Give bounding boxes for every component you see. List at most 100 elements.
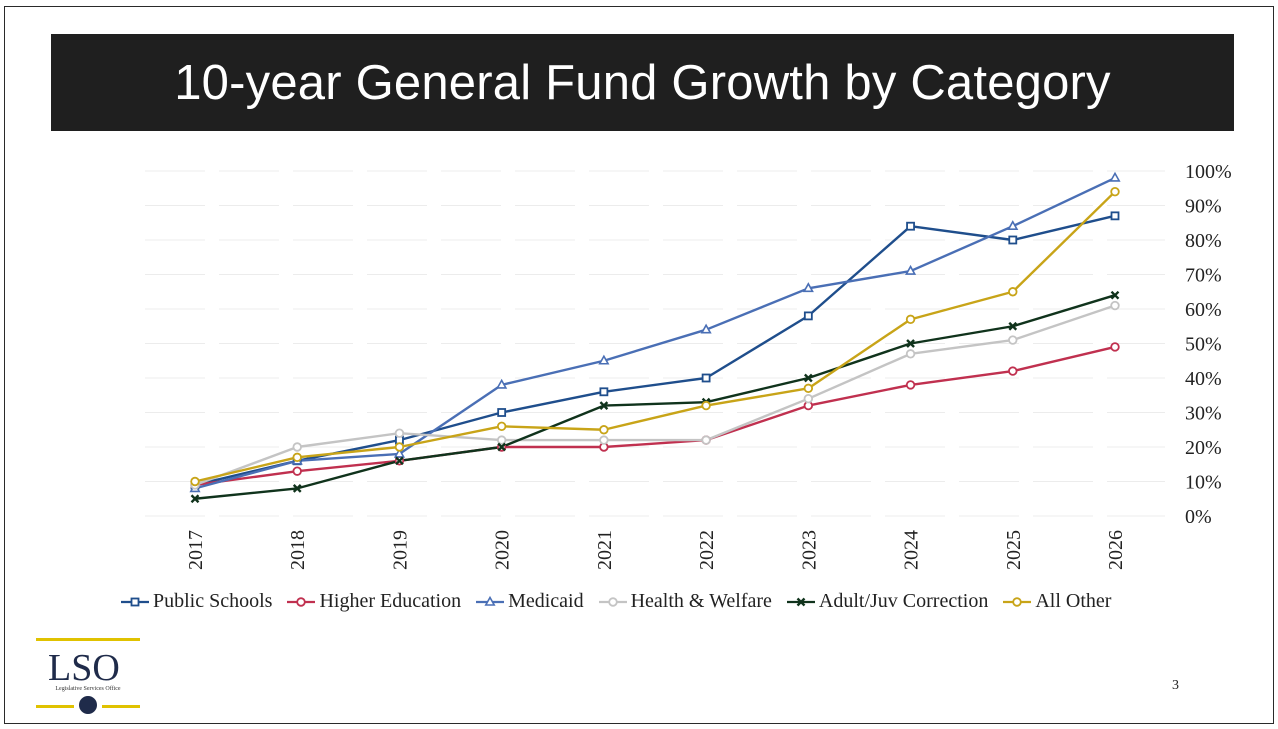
y-tick-label: 80% bbox=[1185, 230, 1222, 252]
legend-label: Public Schools bbox=[153, 590, 273, 612]
data-point bbox=[701, 400, 711, 411]
x-tick-label: 2020 bbox=[492, 530, 514, 570]
y-tick-label: 10% bbox=[1185, 472, 1222, 494]
x-tick-label: 2018 bbox=[287, 530, 309, 570]
legend-label: Adult/Juv Correction bbox=[818, 590, 989, 612]
data-point bbox=[803, 373, 813, 383]
legend-swatch-icon bbox=[476, 595, 505, 606]
seal-icon bbox=[79, 696, 97, 714]
data-point bbox=[497, 442, 507, 452]
legend-marker bbox=[607, 596, 618, 607]
data-point bbox=[1008, 366, 1018, 376]
legend-marker bbox=[484, 595, 496, 606]
data-point bbox=[496, 378, 508, 389]
data-point bbox=[1110, 290, 1120, 300]
logo-subtext: Legislative Services Office bbox=[55, 686, 121, 692]
y-tick-label: 40% bbox=[1185, 368, 1222, 390]
legend-swatch-icon bbox=[121, 597, 149, 606]
data-point bbox=[803, 394, 814, 404]
x-tick-label: 2026 bbox=[1105, 530, 1127, 570]
y-tick-label: 90% bbox=[1185, 196, 1222, 218]
data-point bbox=[905, 380, 916, 390]
data-point bbox=[292, 466, 302, 476]
logo-bottom-line-right bbox=[102, 705, 140, 708]
data-point bbox=[393, 447, 406, 458]
legend-swatch-icon bbox=[287, 596, 316, 607]
data-point bbox=[190, 494, 200, 504]
logo-text: LSO bbox=[48, 647, 120, 689]
data-point bbox=[599, 401, 609, 410]
data-point bbox=[1110, 211, 1120, 221]
data-point bbox=[1008, 287, 1018, 297]
data-point bbox=[1109, 171, 1121, 182]
data-point bbox=[905, 349, 916, 359]
data-point bbox=[395, 456, 404, 466]
legend-swatch-icon bbox=[1003, 596, 1032, 607]
logo-top-line bbox=[36, 638, 140, 641]
x-tick-label: 2023 bbox=[798, 530, 820, 570]
data-point bbox=[394, 442, 405, 452]
data-point bbox=[1110, 342, 1120, 352]
data-point bbox=[1110, 186, 1120, 197]
data-point bbox=[599, 435, 609, 445]
series-line bbox=[194, 294, 1116, 500]
data-point bbox=[906, 221, 915, 231]
data-point bbox=[292, 484, 302, 493]
data-point bbox=[292, 452, 302, 463]
legend-label: Medicaid bbox=[508, 590, 584, 612]
data-point bbox=[1008, 235, 1018, 245]
legend-item: All Other bbox=[1002, 590, 1111, 613]
y-tick-label: 20% bbox=[1185, 437, 1222, 459]
slide-title: 10-year General Fund Growth by Category bbox=[174, 55, 1111, 110]
data-point bbox=[1007, 220, 1019, 230]
data-point bbox=[905, 314, 916, 325]
series-line bbox=[194, 345, 1116, 487]
y-tick-label: 0% bbox=[1185, 506, 1212, 528]
x-tick-label: 2024 bbox=[901, 530, 923, 570]
y-tick-label: 70% bbox=[1185, 265, 1222, 287]
legend-label: Higher Education bbox=[319, 590, 462, 612]
data-point bbox=[1008, 321, 1018, 331]
legend-swatch-icon bbox=[598, 596, 627, 607]
legend-item: Public Schools bbox=[120, 590, 272, 613]
data-point bbox=[599, 387, 609, 397]
legend-item: Adult/Juv Correction bbox=[786, 590, 988, 613]
data-point bbox=[701, 373, 711, 383]
lso-logo: LSO Legislative Services Office bbox=[36, 638, 140, 716]
legend-item: Medicaid bbox=[475, 590, 584, 613]
data-point bbox=[190, 476, 200, 487]
data-point bbox=[803, 383, 814, 394]
legend-label: Health & Welfare bbox=[630, 590, 772, 612]
data-point bbox=[1110, 300, 1120, 311]
data-point bbox=[496, 435, 507, 445]
data-point bbox=[599, 425, 609, 435]
data-point bbox=[904, 264, 917, 275]
x-tick-label: 2019 bbox=[389, 530, 411, 570]
x-tick-label: 2017 bbox=[185, 530, 207, 570]
page-number: 3 bbox=[1172, 678, 1179, 693]
series-line bbox=[194, 176, 1116, 490]
data-point bbox=[802, 282, 814, 293]
data-point bbox=[1008, 335, 1018, 345]
y-tick-label: 60% bbox=[1185, 299, 1222, 321]
legend-marker bbox=[1012, 596, 1023, 607]
data-point bbox=[497, 408, 507, 417]
data-point bbox=[700, 323, 712, 334]
logo-bottom-line-left bbox=[36, 705, 74, 708]
title-bar: 10-year General Fund Growth by Category bbox=[51, 34, 1234, 131]
data-point bbox=[394, 428, 405, 438]
data-point bbox=[496, 421, 507, 431]
x-tick-label: 2022 bbox=[696, 530, 718, 570]
data-point bbox=[803, 311, 813, 321]
chart-legend: Public Schools Higher Education Medicaid He… bbox=[120, 590, 1180, 613]
x-tick-label: 2021 bbox=[594, 530, 616, 570]
legend-label: All Other bbox=[1035, 590, 1112, 612]
data-point bbox=[598, 354, 610, 365]
legend-swatch-icon bbox=[786, 597, 815, 606]
y-tick-label: 30% bbox=[1185, 403, 1222, 425]
data-point bbox=[292, 442, 302, 452]
series-line bbox=[194, 304, 1116, 487]
legend-marker bbox=[796, 597, 806, 606]
data-point bbox=[906, 339, 915, 348]
